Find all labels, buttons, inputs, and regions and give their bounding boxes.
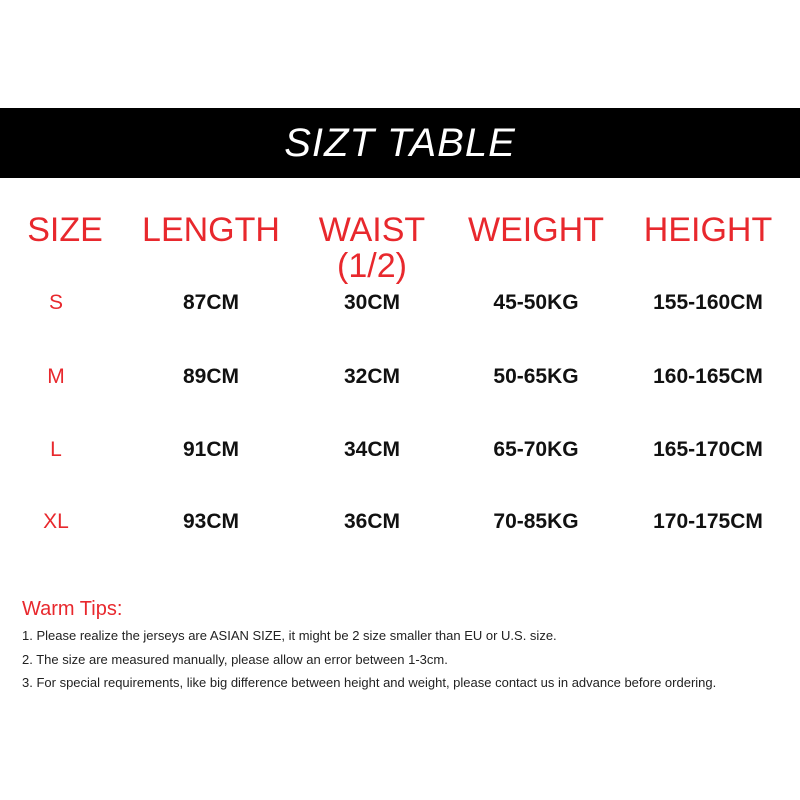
table-cell: 32CM xyxy=(343,365,401,388)
table-cell: 160-165CM xyxy=(653,365,763,388)
table-cell: 165-170CM xyxy=(653,438,763,461)
table-cell: 36CM xyxy=(343,510,401,533)
title-band xyxy=(0,108,800,178)
table-cell: 155-160CM xyxy=(653,291,763,314)
table-cell: 89CM xyxy=(182,365,240,388)
column-header: WAIST (1/2) xyxy=(318,211,426,285)
size-cell: XL xyxy=(43,510,69,533)
table-cell: 34CM xyxy=(343,438,401,461)
table-cell: 45-50KG xyxy=(493,291,579,314)
tip-item: 3. For special requirements, like big di… xyxy=(22,675,717,690)
table-cell: 65-70KG xyxy=(493,438,579,461)
tips-title: Warm Tips: xyxy=(22,598,123,620)
table-cell: 87CM xyxy=(182,291,240,314)
table-cell: 70-85KG xyxy=(493,510,579,533)
table-cell: 50-65KG xyxy=(493,365,579,388)
tip-item: 2. The size are measured manually, pleas… xyxy=(22,651,448,667)
size-cell: L xyxy=(50,438,62,461)
table-cell: 170-175CM xyxy=(653,510,763,533)
size-cell: S xyxy=(48,291,64,314)
table-cell: 91CM xyxy=(182,438,240,461)
tip-item: 1. Please realize the jerseys are ASIAN … xyxy=(22,628,557,643)
table-cell: 93CM xyxy=(182,510,240,533)
column-header: WEIGHT xyxy=(468,211,604,249)
column-header: HEIGHT xyxy=(643,211,773,249)
table-cell: 30CM xyxy=(343,291,401,314)
column-header: SIZE xyxy=(27,211,103,249)
size-cell: M xyxy=(47,365,65,388)
title: SIZT TABLE xyxy=(284,121,516,165)
column-header: LENGTH xyxy=(142,211,280,249)
